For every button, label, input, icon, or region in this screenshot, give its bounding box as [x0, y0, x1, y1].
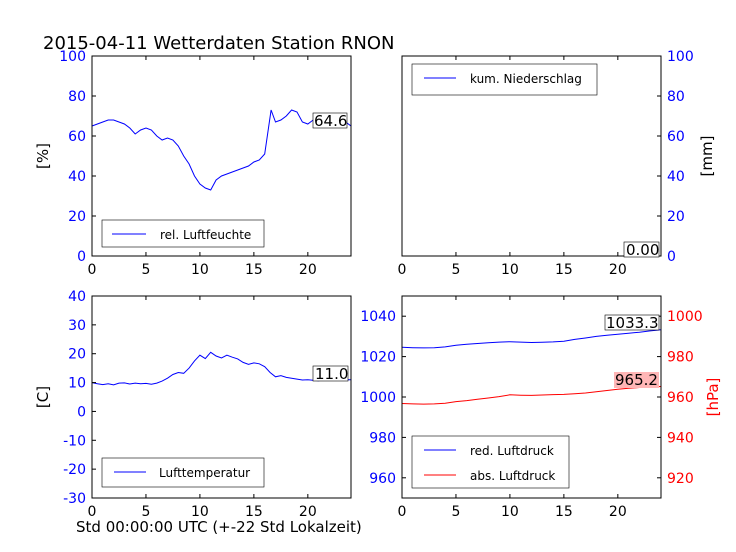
- y-tick-label: 920: [667, 471, 694, 487]
- precipitation-value-box: 0.00: [623, 241, 659, 259]
- y-tick-label: 0: [77, 404, 86, 420]
- footer-xlabel: Std 00:00:00 UTC (+-22 Std Lokalzeit): [76, 518, 362, 536]
- precipitation-last-value: 0.00: [626, 241, 659, 259]
- y-tick-label: -30: [63, 491, 86, 507]
- y-tick-label: -10: [63, 433, 86, 449]
- humidity-line: [91, 109, 352, 191]
- x-tick-label: 0: [88, 262, 97, 278]
- y-tick-label: 20: [667, 209, 685, 225]
- temperature-ylabel: [C]: [34, 386, 52, 408]
- x-tick-label: 0: [398, 504, 407, 520]
- y-tick-label: 30: [68, 318, 86, 334]
- temperature-last-value: 11.0: [315, 365, 348, 383]
- y-tick-label: 60: [667, 129, 685, 145]
- temperature-legend-label: Lufttemperatur: [159, 466, 250, 480]
- panel-temperature: 0 5 10 15 20 -30 -20 -10 0 10 20 30 40 [C] 11.0 Luft…: [34, 289, 352, 520]
- y-tick-label: 100: [667, 49, 694, 65]
- x-tick-label: 10: [501, 262, 519, 278]
- x-tick-label: 15: [555, 504, 573, 520]
- y-tick-label: 40: [68, 169, 86, 185]
- x-tick-label: 5: [451, 504, 460, 520]
- x-tick-label: 5: [141, 504, 150, 520]
- y-tick-label: 1040: [360, 309, 396, 325]
- temperature-legend: Lufttemperatur: [101, 457, 265, 488]
- y-tick-label: 1000: [667, 309, 703, 325]
- x-tick-label: 15: [245, 504, 263, 520]
- temperature-frame: [91, 295, 352, 499]
- precipitation-legend: kum. Niederschlag: [411, 63, 598, 96]
- x-tick-label: 20: [299, 504, 317, 520]
- y-tick-label: 980: [369, 430, 396, 446]
- x-tick-label: 20: [299, 262, 317, 278]
- x-tick-label: 20: [609, 262, 627, 278]
- y-tick-label: 60: [68, 129, 86, 145]
- temperature-line: [91, 351, 351, 386]
- humidity-last-value: 64.6: [314, 112, 347, 130]
- humidity-legend: rel. Luftfeuchte: [101, 219, 265, 248]
- pressure-absolute-last-value: 965.2: [615, 371, 658, 389]
- y-tick-label: 0: [667, 249, 676, 265]
- pressure-absolute-line: [401, 386, 662, 405]
- y-tick-label: 20: [68, 209, 86, 225]
- y-tick-label: 80: [667, 89, 685, 105]
- panel-pressure: 0 5 10 15 20 960 980 1000 1020 1040 920 940 960 980 10…: [360, 295, 722, 520]
- y-tick-label: 20: [68, 347, 86, 363]
- y-tick-label: 40: [667, 169, 685, 185]
- pressure-reduced-line: [401, 329, 662, 349]
- humidity-frame: [91, 55, 352, 257]
- y-tick-label: 960: [369, 471, 396, 487]
- x-tick-label: 5: [451, 262, 460, 278]
- y-tick-label: 40: [68, 289, 86, 305]
- temperature-value-box: 11.0: [312, 365, 348, 383]
- x-tick-label: 0: [398, 262, 407, 278]
- precipitation-frame: [401, 55, 662, 257]
- x-tick-label: 5: [141, 262, 150, 278]
- x-tick-label: 10: [191, 504, 209, 520]
- humidity-legend-label: rel. Luftfeuchte: [160, 228, 251, 242]
- pressure-legend-absolute: abs. Luftdruck: [470, 469, 555, 483]
- pressure-legend: red. Luftdruck abs. Luftdruck: [411, 435, 570, 489]
- y-tick-label: 1000: [360, 390, 396, 406]
- humidity-value-box: 64.6: [312, 112, 347, 130]
- y-tick-label: 80: [68, 89, 86, 105]
- x-tick-label: 0: [88, 504, 97, 520]
- pressure-absolute-value-box: 965.2: [614, 371, 659, 389]
- x-tick-label: 15: [555, 262, 573, 278]
- y-tick-label: 10: [68, 376, 86, 392]
- y-tick-label: 960: [667, 390, 694, 406]
- x-tick-label: 20: [609, 504, 627, 520]
- y-tick-label: -20: [63, 462, 86, 478]
- precipitation-ylabel: [mm]: [698, 136, 716, 177]
- pressure-ylabel-right: [hPa]: [704, 378, 722, 417]
- panel-humidity: 0 5 10 15 20 0 20 40 60 80 100 [%] 64.6 rel. Luftf…: [34, 49, 352, 278]
- x-tick-label: 10: [501, 504, 519, 520]
- x-tick-label: 15: [245, 262, 263, 278]
- y-tick-label: 0: [77, 249, 86, 265]
- figure-title: 2015-04-11 Wetterdaten Station RNON: [43, 33, 394, 54]
- pressure-legend-reduced: red. Luftdruck: [470, 444, 554, 458]
- y-tick-label: 1020: [360, 350, 396, 366]
- humidity-ylabel: [%]: [34, 143, 52, 169]
- panel-precipitation: 0 5 10 15 20 0 20 40 60 80 100 [mm] 0.00 kum. Nied…: [398, 49, 716, 278]
- pressure-reduced-value-box: 1033.3: [604, 314, 660, 332]
- x-tick-label: 10: [191, 262, 209, 278]
- y-tick-label: 100: [59, 49, 86, 65]
- precipitation-legend-label: kum. Niederschlag: [470, 72, 582, 86]
- y-tick-label: 980: [667, 350, 694, 366]
- pressure-reduced-last-value: 1033.3: [606, 314, 659, 332]
- y-tick-label: 940: [667, 430, 694, 446]
